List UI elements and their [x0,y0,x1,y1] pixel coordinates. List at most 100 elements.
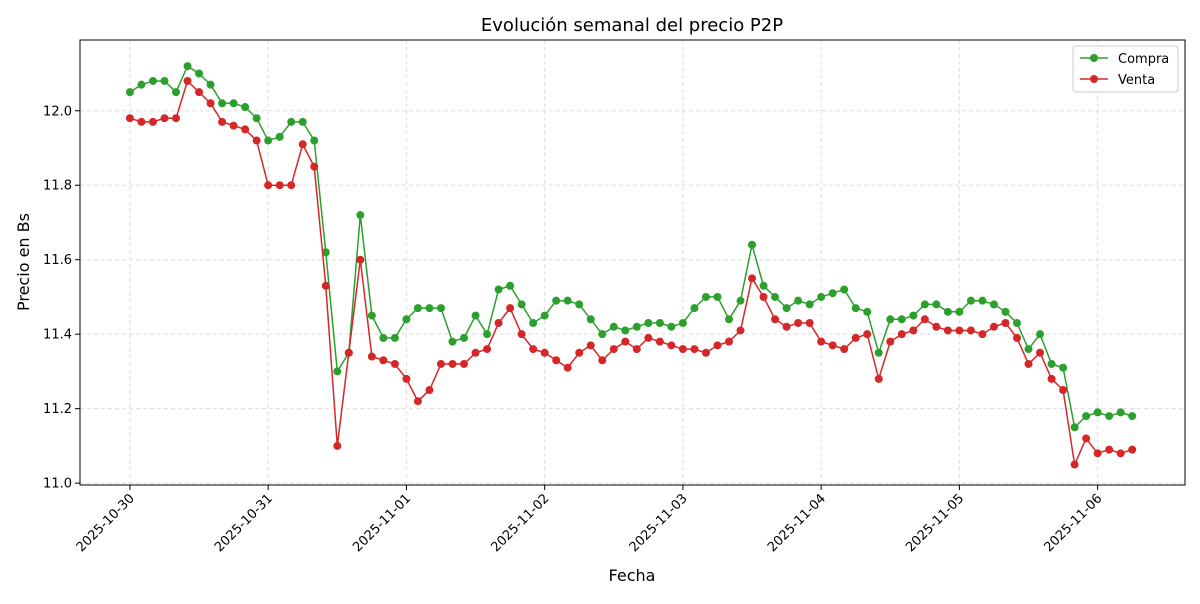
data-point-venta [195,88,204,97]
legend-label-venta: Venta [1118,73,1155,88]
data-point-venta [655,337,664,346]
data-point-venta [287,181,296,190]
data-point-venta [460,359,469,368]
data-point-compra [137,80,146,89]
data-point-compra [471,311,480,320]
data-point-compra [1047,359,1056,368]
data-point-venta [817,337,826,346]
data-point-compra [367,311,376,320]
x-axis-label: Fecha [609,566,656,585]
data-point-compra [897,315,906,324]
data-point-venta [632,345,641,354]
data-point-venta [413,397,422,406]
data-point-venta [828,341,837,350]
data-point-venta [252,136,261,145]
data-point-compra [909,311,918,320]
data-point-compra [195,69,204,78]
data-point-compra [655,319,664,328]
data-point-venta [748,274,757,283]
data-point-venta [1024,359,1033,368]
data-point-compra [932,300,941,309]
data-point-compra [609,322,618,331]
data-point-compra [978,296,987,305]
data-point-compra [920,300,929,309]
data-point-compra [425,304,434,313]
data-point-venta [425,386,434,395]
data-point-venta [886,337,895,346]
grid [80,40,1185,485]
data-point-venta [863,330,872,339]
series-line-venta [129,79,1133,468]
data-point-compra [563,296,572,305]
y-tick-label: 12.0 [43,104,72,119]
data-point-venta [218,117,227,126]
data-point-venta [1093,449,1102,458]
data-point-compra [552,296,561,305]
data-point-venta [909,326,918,335]
data-point-compra [1082,412,1091,421]
data-point-venta [955,326,964,335]
data-point-venta [667,341,676,350]
data-point-compra [506,281,515,290]
data-point-venta [701,348,710,357]
data-point-venta [575,348,584,357]
data-point-venta [1116,449,1125,458]
data-point-compra [840,285,849,294]
data-point-venta [356,255,365,264]
data-point-venta [1036,348,1045,357]
x-tick-label: 2025-11-02 [488,491,552,555]
data-point-venta [598,356,607,365]
data-point-compra [436,304,445,313]
data-point-venta [621,337,630,346]
data-point-venta [402,374,411,383]
data-point-venta [529,345,538,354]
data-point-compra [148,76,157,85]
data-point-compra [172,88,181,97]
data-point-venta [379,356,388,365]
data-point-compra [252,114,261,123]
data-point-venta [1001,319,1010,328]
data-point-venta [552,356,561,365]
data-point-compra [413,304,422,313]
x-tick-label: 2025-11-03 [627,491,691,555]
data-point-venta [390,359,399,368]
y-tick-label: 11.4 [43,328,72,343]
data-point-venta [298,140,307,149]
data-point-compra [229,99,238,108]
data-point-compra [1105,412,1114,421]
data-point-venta [736,326,745,335]
data-point-venta [310,162,319,171]
data-point-compra [678,319,687,328]
x-tick-label: 2025-11-01 [350,491,414,555]
data-point-venta [1047,374,1056,383]
legend-marker-venta [1090,75,1098,83]
data-point-venta [920,315,929,324]
data-point-venta [932,322,941,331]
data-point-venta [609,345,618,354]
data-point-compra [713,292,722,301]
data-point-venta [966,326,975,335]
data-point-compra [183,62,192,71]
data-point-compra [206,80,215,89]
data-point-compra [1036,330,1045,339]
data-point-venta [436,359,445,368]
data-point-venta [943,326,952,335]
data-point-compra [690,304,699,313]
data-point-venta [840,345,849,354]
data-point-venta [471,348,480,357]
data-point-venta [874,374,883,383]
y-tick-label: 11.6 [43,253,72,268]
data-point-venta [1082,434,1091,443]
data-point-venta [540,348,549,357]
data-point-venta [724,337,733,346]
data-point-compra [828,289,837,298]
data-point-venta [1070,460,1079,469]
data-point-venta [448,359,457,368]
data-point-compra [782,304,791,313]
data-point-compra [321,248,330,257]
data-point-compra [1012,319,1021,328]
data-point-compra [874,348,883,357]
legend-marker-compra [1090,54,1098,62]
